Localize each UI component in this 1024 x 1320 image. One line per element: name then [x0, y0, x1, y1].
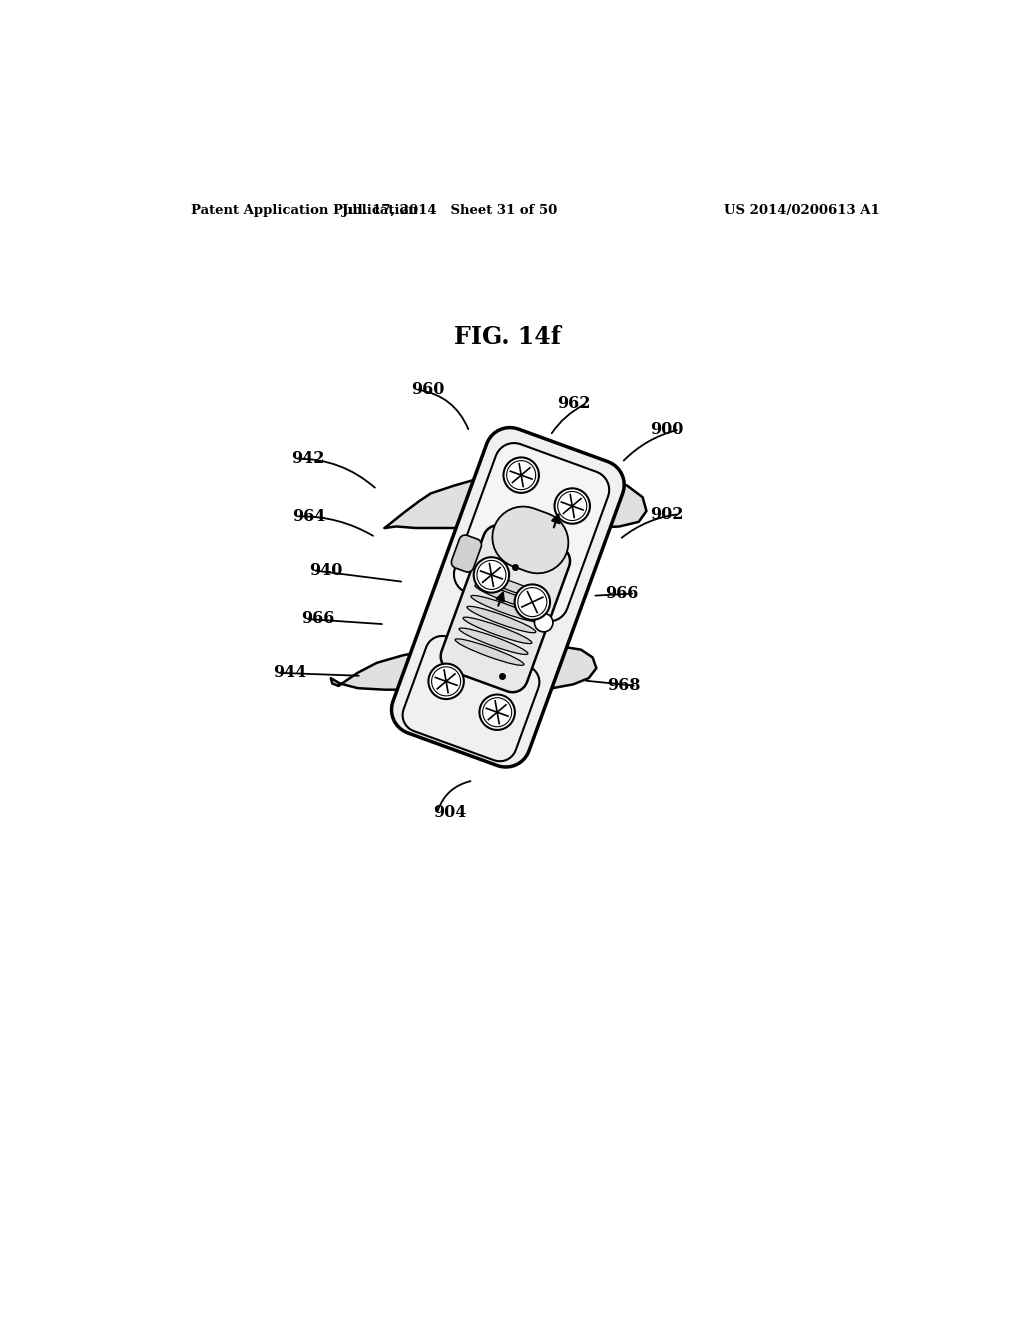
Text: 966: 966 — [301, 610, 335, 627]
Text: 900: 900 — [650, 421, 683, 438]
Text: 962: 962 — [557, 395, 591, 412]
Polygon shape — [391, 428, 625, 767]
Ellipse shape — [467, 606, 536, 632]
Text: Patent Application Publication: Patent Application Publication — [190, 205, 418, 218]
Ellipse shape — [479, 574, 548, 601]
Ellipse shape — [471, 595, 540, 622]
Ellipse shape — [455, 639, 524, 665]
Text: 966: 966 — [605, 585, 639, 602]
Text: 944: 944 — [273, 664, 306, 681]
Text: 968: 968 — [607, 677, 640, 694]
Polygon shape — [454, 444, 609, 622]
Circle shape — [431, 667, 461, 696]
Text: 940: 940 — [309, 562, 343, 579]
Circle shape — [507, 461, 536, 490]
Circle shape — [515, 585, 550, 620]
Circle shape — [535, 614, 553, 632]
Text: Jul. 17, 2014   Sheet 31 of 50: Jul. 17, 2014 Sheet 31 of 50 — [342, 205, 558, 218]
Circle shape — [474, 557, 509, 593]
Text: 904: 904 — [433, 804, 467, 821]
Circle shape — [555, 488, 590, 524]
Circle shape — [504, 458, 539, 492]
Polygon shape — [402, 636, 540, 762]
Text: 902: 902 — [650, 506, 683, 523]
Circle shape — [518, 587, 547, 616]
Circle shape — [482, 698, 512, 727]
Circle shape — [558, 491, 587, 520]
Ellipse shape — [475, 585, 544, 611]
Polygon shape — [440, 525, 570, 692]
Text: US 2014/0200613 A1: US 2014/0200613 A1 — [724, 205, 880, 218]
Text: 964: 964 — [292, 508, 326, 525]
Polygon shape — [385, 473, 646, 528]
Circle shape — [479, 694, 515, 730]
Ellipse shape — [463, 618, 531, 644]
Text: FIG. 14f: FIG. 14f — [455, 325, 561, 348]
Text: 960: 960 — [412, 381, 445, 397]
Polygon shape — [331, 645, 596, 690]
Ellipse shape — [459, 628, 528, 655]
Polygon shape — [452, 535, 481, 572]
Circle shape — [428, 664, 464, 700]
Text: 942: 942 — [291, 450, 325, 467]
Polygon shape — [493, 507, 568, 573]
Circle shape — [477, 561, 506, 590]
